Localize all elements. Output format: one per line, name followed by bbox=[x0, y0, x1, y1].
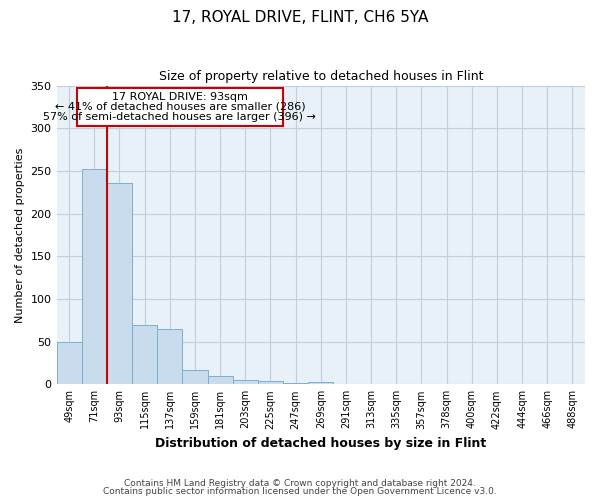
Text: Contains public sector information licensed under the Open Government Licence v3: Contains public sector information licen… bbox=[103, 487, 497, 496]
Bar bbox=[258, 381, 283, 384]
Text: 17, ROYAL DRIVE, FLINT, CH6 5YA: 17, ROYAL DRIVE, FLINT, CH6 5YA bbox=[172, 10, 428, 25]
Text: 17 ROYAL DRIVE: 93sqm: 17 ROYAL DRIVE: 93sqm bbox=[112, 92, 248, 102]
Bar bbox=[208, 376, 233, 384]
Text: ← 41% of detached houses are smaller (286): ← 41% of detached houses are smaller (28… bbox=[55, 102, 305, 112]
Bar bbox=[56, 342, 82, 384]
X-axis label: Distribution of detached houses by size in Flint: Distribution of detached houses by size … bbox=[155, 437, 487, 450]
Y-axis label: Number of detached properties: Number of detached properties bbox=[15, 147, 25, 322]
Bar bbox=[308, 382, 334, 384]
Bar bbox=[182, 370, 208, 384]
Text: 57% of semi-detached houses are larger (396) →: 57% of semi-detached houses are larger (… bbox=[43, 112, 316, 122]
FancyBboxPatch shape bbox=[77, 88, 283, 126]
Bar bbox=[107, 183, 132, 384]
Bar bbox=[233, 380, 258, 384]
Text: Contains HM Land Registry data © Crown copyright and database right 2024.: Contains HM Land Registry data © Crown c… bbox=[124, 478, 476, 488]
Title: Size of property relative to detached houses in Flint: Size of property relative to detached ho… bbox=[158, 70, 483, 83]
Bar bbox=[157, 329, 182, 384]
Bar bbox=[82, 169, 107, 384]
Bar bbox=[132, 326, 157, 384]
Bar bbox=[283, 382, 308, 384]
